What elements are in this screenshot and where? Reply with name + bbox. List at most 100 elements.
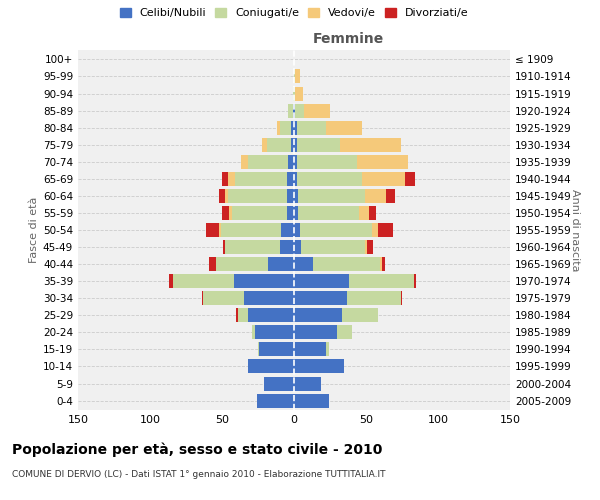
Bar [203, 292, 244, 305]
Bar [294, 240, 301, 254]
Bar [297, 138, 340, 151]
Bar [216, 257, 268, 271]
Bar [294, 104, 295, 118]
Bar [281, 223, 294, 237]
Bar [295, 70, 300, 84]
Bar [301, 240, 365, 254]
Bar [297, 155, 358, 168]
Y-axis label: Anni di nascita: Anni di nascita [570, 188, 580, 271]
Bar [277, 120, 280, 134]
Bar [386, 189, 395, 203]
Bar [295, 104, 304, 118]
Bar [248, 155, 288, 168]
Bar [264, 376, 294, 390]
Bar [288, 155, 294, 168]
Bar [372, 223, 377, 237]
Bar [326, 120, 362, 134]
Bar [228, 172, 235, 186]
Bar [255, 326, 294, 340]
Bar [377, 223, 394, 237]
Text: Femmine: Femmine [313, 32, 383, 46]
Bar [169, 274, 173, 288]
Bar [287, 172, 294, 186]
Bar [222, 172, 228, 186]
Bar [252, 326, 255, 340]
Bar [209, 257, 216, 271]
Bar [225, 240, 280, 254]
Bar [280, 240, 294, 254]
Bar [244, 292, 294, 305]
Bar [294, 172, 297, 186]
Bar [259, 342, 294, 356]
Bar [297, 120, 326, 134]
Bar [380, 257, 382, 271]
Text: Popolazione per età, sesso e stato civile - 2010: Popolazione per età, sesso e stato civil… [12, 442, 382, 457]
Bar [228, 189, 287, 203]
Bar [294, 326, 337, 340]
Bar [294, 257, 313, 271]
Legend: Celibi/Nubili, Coniugati/e, Vedovi/e, Divorziati/e: Celibi/Nubili, Coniugati/e, Vedovi/e, Di… [115, 4, 473, 23]
Bar [280, 120, 291, 134]
Bar [173, 274, 233, 288]
Bar [294, 120, 297, 134]
Bar [326, 342, 329, 356]
Text: COMUNE DI DERVIO (LC) - Dati ISTAT 1° gennaio 2010 - Elaborazione TUTTITALIA.IT: COMUNE DI DERVIO (LC) - Dati ISTAT 1° ge… [12, 470, 386, 479]
Y-axis label: Fasce di età: Fasce di età [29, 197, 39, 263]
Bar [219, 189, 225, 203]
Bar [262, 138, 266, 151]
Bar [367, 240, 373, 254]
Bar [294, 138, 297, 151]
Bar [294, 86, 295, 101]
Bar [413, 274, 416, 288]
Bar [294, 274, 349, 288]
Bar [248, 360, 294, 374]
Bar [236, 308, 238, 322]
Bar [313, 257, 380, 271]
Bar [358, 155, 408, 168]
Bar [294, 342, 326, 356]
Bar [291, 138, 294, 151]
Bar [349, 274, 413, 288]
Bar [297, 172, 362, 186]
Bar [304, 104, 330, 118]
Bar [248, 308, 294, 322]
Bar [300, 223, 372, 237]
Bar [293, 86, 294, 101]
Bar [241, 155, 248, 168]
Bar [233, 274, 294, 288]
Bar [347, 292, 401, 305]
Bar [295, 86, 302, 101]
Bar [405, 172, 415, 186]
Bar [369, 206, 376, 220]
Bar [225, 189, 228, 203]
Bar [238, 308, 248, 322]
Bar [235, 172, 287, 186]
Bar [341, 308, 377, 322]
Bar [294, 206, 298, 220]
Bar [206, 223, 219, 237]
Bar [298, 206, 359, 220]
Bar [268, 257, 294, 271]
Bar [294, 223, 300, 237]
Bar [229, 206, 232, 220]
Bar [294, 70, 295, 84]
Bar [219, 223, 221, 237]
Bar [340, 138, 401, 151]
Bar [365, 189, 386, 203]
Bar [359, 206, 369, 220]
Bar [221, 223, 281, 237]
Bar [298, 189, 365, 203]
Bar [257, 394, 294, 407]
Bar [288, 104, 293, 118]
Bar [294, 292, 347, 305]
Bar [266, 138, 291, 151]
Bar [337, 326, 352, 340]
Bar [287, 206, 294, 220]
Bar [291, 120, 294, 134]
Bar [294, 376, 322, 390]
Bar [258, 342, 259, 356]
Bar [232, 206, 287, 220]
Bar [202, 292, 203, 305]
Bar [222, 206, 229, 220]
Bar [294, 155, 297, 168]
